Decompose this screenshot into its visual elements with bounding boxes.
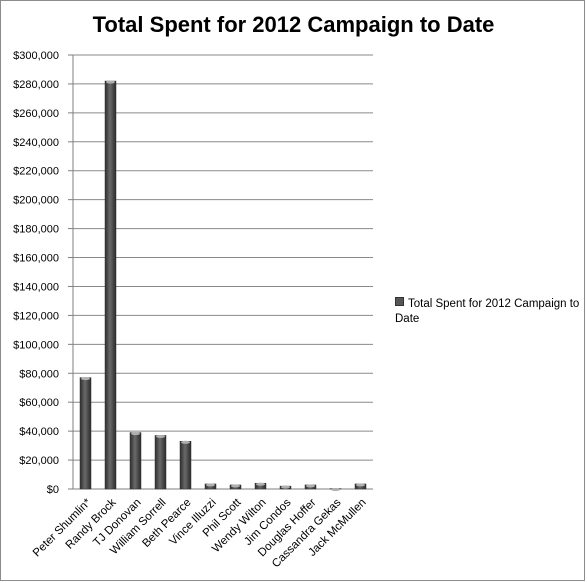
bar-cap xyxy=(231,484,240,488)
y-axis-tick-labels: $0 $20,000 $40,000 $60,000 $80,000 $100,000 $1… xyxy=(13,50,59,496)
y-tick-label: $180,000 xyxy=(13,224,59,236)
bar-cap xyxy=(131,432,140,436)
bar xyxy=(79,377,92,490)
bar-cap xyxy=(356,483,365,487)
bar-cap xyxy=(81,377,90,381)
y-tick-label: $80,000 xyxy=(19,368,59,380)
bar-cap xyxy=(181,440,190,444)
y-tick-label: $20,000 xyxy=(19,455,59,467)
bar-cap xyxy=(206,483,215,487)
bar-cap xyxy=(156,434,165,438)
y-tick-label: $120,000 xyxy=(13,310,59,322)
bar xyxy=(154,435,167,490)
y-tick-label: $0 xyxy=(47,484,59,496)
y-tick-label: $160,000 xyxy=(13,253,59,265)
y-tick-label: $200,000 xyxy=(13,195,59,207)
bar xyxy=(179,441,192,490)
y-tick-label: $60,000 xyxy=(19,397,59,409)
y-tick-label: $140,000 xyxy=(13,281,59,293)
bar-cap xyxy=(306,484,315,488)
bar xyxy=(104,80,117,490)
legend-label: Total Spent for 2012 Campaign to Date xyxy=(395,298,580,325)
y-tick-label: $260,000 xyxy=(13,108,59,120)
gridlines xyxy=(68,54,373,490)
bar xyxy=(129,432,142,490)
bar-cap xyxy=(106,80,115,84)
y-tick-label: $100,000 xyxy=(13,339,59,351)
legend-swatch xyxy=(395,297,404,306)
bar-cap xyxy=(256,482,265,486)
bar-cap xyxy=(281,485,290,489)
legend: Total Spent for 2012 Campaign to Date xyxy=(395,297,585,327)
y-tick-label: $300,000 xyxy=(13,50,59,62)
y-tick-label: $280,000 xyxy=(13,79,59,91)
y-tick-label: $220,000 xyxy=(13,166,59,178)
y-tick-label: $240,000 xyxy=(13,137,59,149)
chart-title: Total Spent for 2012 Campaign to Date xyxy=(92,12,495,37)
bar-cap xyxy=(331,488,340,492)
bars xyxy=(79,80,367,492)
y-tick-label: $40,000 xyxy=(19,426,59,438)
